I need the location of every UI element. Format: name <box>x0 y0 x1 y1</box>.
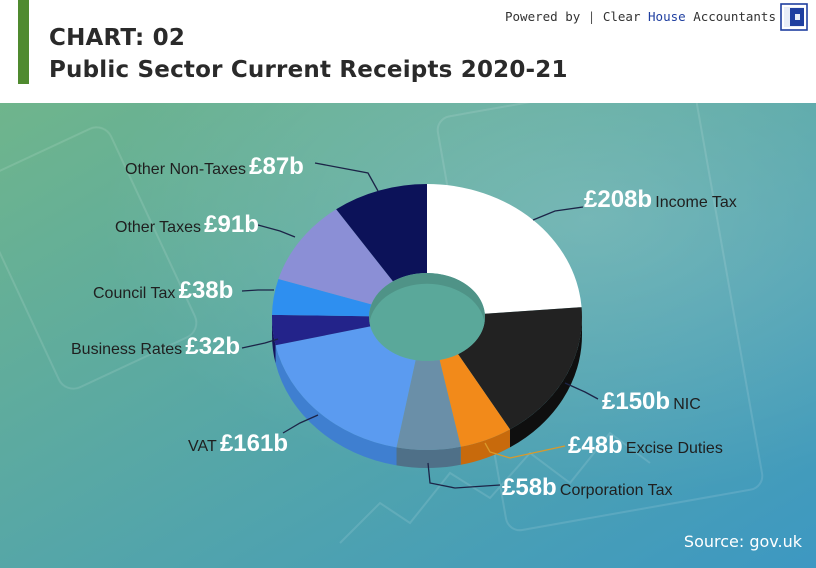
brand-house: House <box>648 9 686 24</box>
label-name-income-tax: Income Tax <box>655 194 737 211</box>
label-name-other-non-taxes: Other Non-Taxes <box>125 161 246 178</box>
leader-other-non-taxes <box>314 162 379 192</box>
slice-side-excise-duties <box>460 429 510 465</box>
label-name-vat: VAT <box>188 438 217 455</box>
label-nic: £150b NIC <box>602 388 701 415</box>
leader-nic <box>564 382 599 400</box>
label-name-corporation-tax: Corporation Tax <box>560 482 673 499</box>
label-value-nic: £150b <box>602 388 670 415</box>
label-value-other-taxes: £91b <box>204 211 259 238</box>
label-excise-duties: £48b Excise Duties <box>568 432 723 459</box>
donut-tops <box>272 184 582 450</box>
label-name-council-tax: Council Tax <box>93 285 175 302</box>
label-value-corporation-tax: £58b <box>502 474 557 501</box>
slice-council-tax <box>272 279 372 317</box>
label-business-rates: Business Rates £32b <box>71 333 240 360</box>
leader-council-tax <box>241 289 274 292</box>
label-value-other-non-taxes: £87b <box>249 153 304 180</box>
accent-bar <box>18 0 29 84</box>
label-corporation-tax: £58b Corporation Tax <box>502 474 673 501</box>
brand-clear: Clear <box>602 9 641 24</box>
brand-logo-icon <box>780 3 808 31</box>
label-value-business-rates: £32b <box>185 333 240 360</box>
slice-corporation-tax <box>396 359 461 450</box>
slice-nic <box>458 307 582 430</box>
slice-side-vat <box>275 345 397 466</box>
leader-excise-duties <box>484 442 566 459</box>
label-name-excise-duties: Excise Duties <box>626 440 723 457</box>
chart-area: £208b Income Tax £150b NIC £48b Excise Dut… <box>0 103 816 568</box>
slice-side-corporation-tax <box>396 446 461 468</box>
donut-sides <box>272 317 582 468</box>
brand-credit: Powered by | Clear House Accountants <box>505 9 776 24</box>
label-name-nic: NIC <box>673 396 701 413</box>
donut-chart: £208b Income Tax £150b NIC £48b Excise Dut… <box>0 103 816 568</box>
brand-separator: | <box>587 9 596 24</box>
brand-accountants: Accountants <box>693 9 776 24</box>
leader-income-tax <box>532 206 584 221</box>
label-other-non-taxes: Other Non-Taxes £87b <box>125 153 304 180</box>
slice-excise-duties <box>439 354 510 447</box>
header: CHART: 02 Public Sector Current Receipts… <box>0 0 816 103</box>
label-vat: VAT £161b <box>188 430 288 457</box>
slice-income-tax <box>427 184 582 314</box>
label-value-excise-duties: £48b <box>568 432 623 459</box>
label-other-taxes: Other Taxes £91b <box>115 211 259 238</box>
label-income-tax: £208b Income Tax <box>584 186 737 213</box>
chart-number: CHART: 02 <box>49 25 186 51</box>
leader-vat <box>282 414 319 434</box>
label-value-income-tax: £208b <box>584 186 652 213</box>
powered-by-text: Powered by <box>505 9 581 24</box>
label-name-business-rates: Business Rates <box>71 341 182 358</box>
leader-business-rates <box>241 338 279 349</box>
leader-lines <box>241 162 599 489</box>
leader-other-taxes <box>257 224 296 238</box>
label-value-council-tax: £38b <box>179 277 234 304</box>
slice-vat <box>275 326 416 448</box>
slice-labels: £208b Income Tax £150b NIC £48b Excise Dut… <box>71 153 737 501</box>
label-name-other-taxes: Other Taxes <box>115 219 201 236</box>
slice-side-nic <box>509 317 582 448</box>
donut-hole-wall <box>369 273 485 328</box>
chart-title: Public Sector Current Receipts 2020-21 <box>49 57 568 83</box>
slice-business-rates <box>272 314 371 346</box>
leader-corporation-tax <box>427 462 501 489</box>
label-council-tax: Council Tax £38b <box>93 277 233 304</box>
source-note: Source: gov.uk <box>683 532 802 551</box>
donut-hole <box>369 273 485 361</box>
label-value-vat: £161b <box>220 430 288 457</box>
slice-other-taxes <box>278 209 394 305</box>
slice-other-non-taxes <box>336 184 427 282</box>
